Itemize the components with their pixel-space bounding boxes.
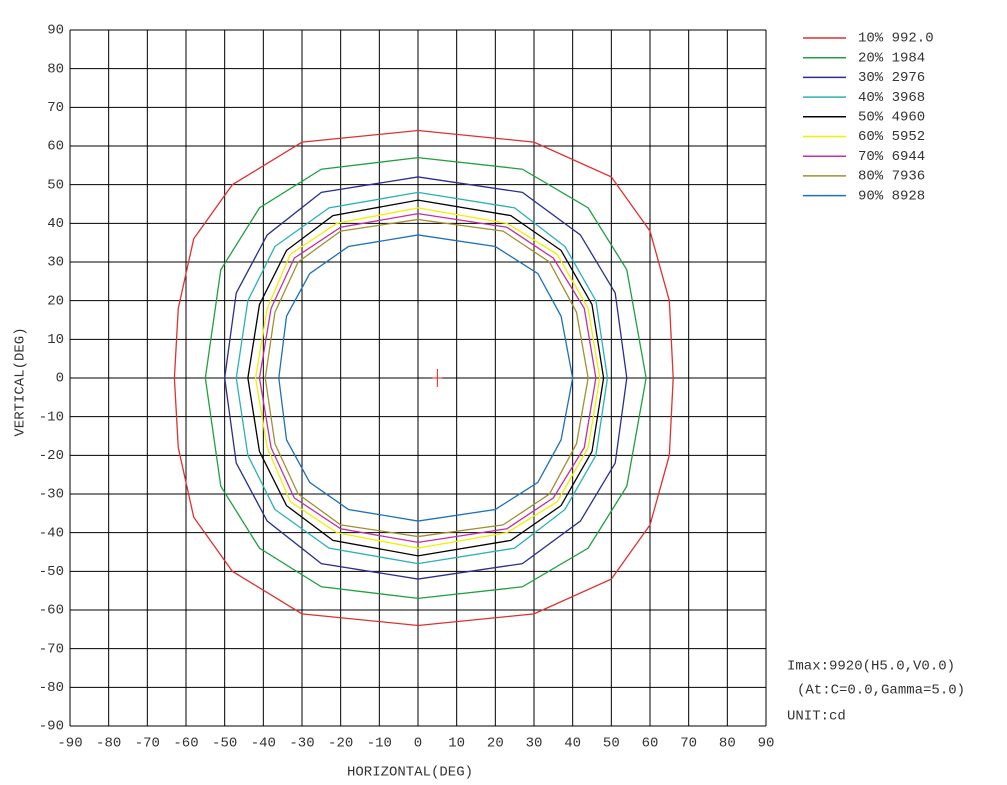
legend-label: 30% 2976 [858,70,925,86]
y-tick-label: -70 [39,641,64,657]
legend-label: 80% 7936 [858,169,925,185]
y-tick-label: 50 [47,177,64,193]
y-tick-label: 30 [47,255,64,271]
y-tick-label: 80 [47,61,64,77]
x-tick-label: 30 [526,736,543,752]
y-tick-label: 40 [47,216,64,232]
x-tick-label: -60 [173,736,198,752]
x-tick-label: -40 [251,736,276,752]
x-tick-label: 40 [564,736,581,752]
y-tick-label: 90 [47,23,64,39]
y-tick-label: 10 [47,332,64,348]
y-tick-label: -90 [39,719,64,735]
x-axis-label: HORIZONTAL(DEG) [347,765,473,781]
contour-line [204,156,647,600]
y-tick-label: -20 [39,448,64,464]
x-tick-label: 90 [758,736,775,752]
y-tick-label: 70 [47,100,64,116]
contour-line [247,199,605,557]
y-tick-label: -50 [39,564,64,580]
x-tick-label: -70 [135,736,160,752]
y-tick-label: -40 [39,525,64,541]
legend-label: 90% 8928 [858,188,925,204]
y-tick-label: 0 [56,371,64,387]
annotation: Imax:9920(H5.0,V0.0) [787,659,955,675]
x-tick-label: 70 [680,736,697,752]
contour-line [254,207,601,549]
y-tick-label: -30 [39,487,64,503]
y-axis-label: VERTICAL(DEG) [13,327,29,436]
y-tick-label: 20 [47,293,64,309]
y-tick-label: -80 [39,680,64,696]
legend-label: 40% 3968 [858,90,925,106]
legend-label: 20% 1984 [858,50,925,66]
x-tick-label: 0 [414,736,422,752]
contour-line [235,191,609,565]
x-tick-label: 10 [448,736,465,752]
contour-line [224,176,628,580]
x-tick-label: 20 [487,736,504,752]
x-tick-label: 50 [603,736,620,752]
annotation: UNIT:cd [787,709,846,725]
x-tick-label: -30 [289,736,314,752]
contour-line [278,234,574,522]
x-tick-label: -10 [367,736,392,752]
x-tick-label: -50 [212,736,237,752]
legend-label: 70% 6944 [858,149,925,165]
annotation: (At:C=0.0,Gamma=5.0) [797,683,965,699]
legend-label: 50% 4960 [858,110,925,126]
x-tick-label: -20 [328,736,353,752]
x-tick-label: -90 [57,736,82,752]
y-tick-label: -60 [39,603,64,619]
y-tick-label: -10 [39,409,64,425]
legend-label: 10% 992.0 [858,31,934,47]
x-tick-label: 80 [719,736,736,752]
contour-line [173,129,674,627]
contour-line [258,213,597,543]
x-tick-label: -80 [96,736,121,752]
x-tick-label: 60 [642,736,659,752]
y-tick-label: 60 [47,139,64,155]
contour-line [264,218,589,538]
legend-label: 60% 5952 [858,129,925,145]
